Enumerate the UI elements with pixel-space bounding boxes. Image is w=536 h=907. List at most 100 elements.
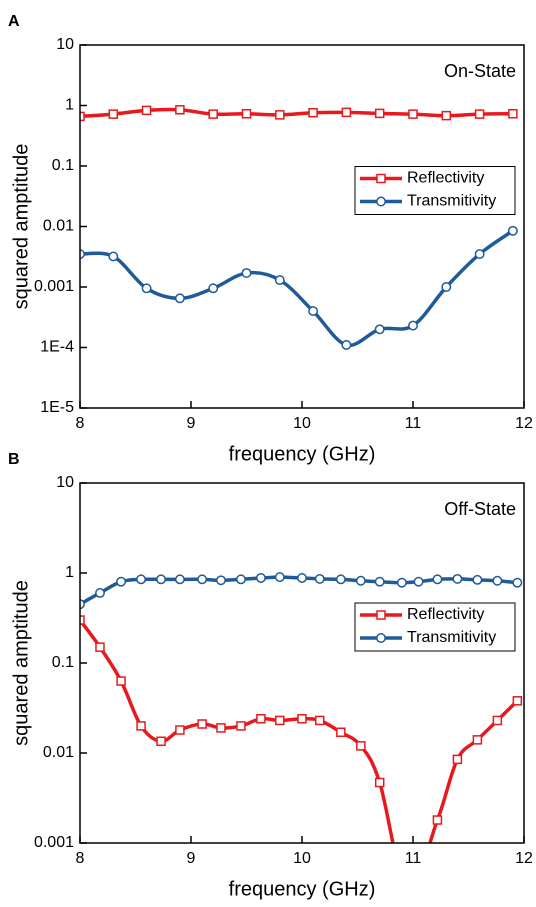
marker bbox=[95, 588, 105, 598]
marker bbox=[492, 575, 503, 586]
marker bbox=[136, 721, 146, 731]
chart-panel: B 0.001 0.01 0.1 1 10 8 9 10 11 12 frequency (GHz) s… bbox=[8, 451, 533, 900]
x-tick-label: 11 bbox=[405, 850, 422, 867]
marker bbox=[341, 107, 352, 118]
marker bbox=[275, 715, 285, 726]
marker bbox=[255, 573, 266, 583]
marker bbox=[236, 721, 246, 731]
marker bbox=[308, 107, 318, 118]
marker bbox=[441, 110, 452, 121]
marker bbox=[95, 642, 105, 652]
marker bbox=[474, 249, 485, 260]
plot-frame bbox=[79, 482, 525, 844]
marker bbox=[197, 719, 207, 729]
legend-label: Reflectivity bbox=[407, 170, 484, 187]
marker bbox=[156, 574, 166, 585]
y-tick-label: 1 bbox=[65, 564, 74, 581]
marker bbox=[452, 573, 463, 584]
plot-area bbox=[80, 105, 518, 350]
marker bbox=[408, 109, 418, 119]
y-tick-label: 0.001 bbox=[34, 834, 74, 851]
marker bbox=[341, 340, 352, 350]
marker bbox=[374, 108, 385, 119]
marker bbox=[297, 573, 307, 583]
marker bbox=[408, 320, 418, 331]
legend-marker bbox=[376, 196, 386, 207]
y-tick-label: 0.01 bbox=[43, 744, 74, 761]
marker bbox=[441, 282, 452, 292]
marker bbox=[136, 574, 147, 585]
marker bbox=[472, 574, 483, 585]
x-axis-label: frequency (GHz) bbox=[229, 443, 376, 465]
plot-frame bbox=[79, 44, 525, 409]
y-tick-label: 0.001 bbox=[34, 278, 74, 295]
marker bbox=[403, 886, 411, 894]
y-tick-label: 1E-4 bbox=[40, 339, 74, 356]
marker bbox=[141, 105, 152, 116]
x-tick-label: 10 bbox=[293, 850, 311, 867]
marker bbox=[275, 110, 285, 120]
annotation: Off-State bbox=[444, 499, 516, 519]
marker bbox=[508, 109, 518, 119]
x-axis-label: frequency (GHz) bbox=[229, 878, 376, 900]
marker bbox=[314, 573, 325, 584]
marker bbox=[432, 815, 443, 825]
marker bbox=[336, 727, 346, 738]
annotation: On-State bbox=[444, 61, 516, 81]
marker bbox=[374, 576, 385, 587]
legend-label: Transmitivity bbox=[407, 629, 496, 646]
marker bbox=[297, 714, 307, 724]
plot-area bbox=[80, 572, 523, 894]
marker bbox=[274, 572, 285, 583]
marker bbox=[175, 725, 185, 735]
marker bbox=[141, 283, 152, 294]
marker bbox=[236, 574, 246, 585]
marker bbox=[335, 574, 346, 585]
panel-label: B bbox=[8, 451, 20, 468]
y-tick-label: 1E-5 bbox=[40, 399, 74, 416]
marker bbox=[174, 293, 185, 304]
y-axis-label: squared amptitude bbox=[10, 144, 32, 310]
x-tick-label: 9 bbox=[187, 415, 196, 432]
x-tick-label: 12 bbox=[515, 850, 533, 867]
chart-panel: A 1E-5 1E-4 0.001 0.01 0.1 1 10 8 9 10 11 12 frequenc… bbox=[8, 13, 533, 465]
marker bbox=[116, 676, 126, 686]
y-axis-label: squared amptitude bbox=[10, 580, 32, 746]
marker bbox=[413, 576, 424, 587]
marker bbox=[208, 109, 218, 119]
y-tick-label: 1 bbox=[65, 97, 74, 114]
y-tick-label: 0.1 bbox=[52, 654, 74, 671]
x-tick-label: 8 bbox=[76, 415, 85, 432]
marker bbox=[241, 109, 252, 119]
marker bbox=[241, 268, 252, 279]
legend-label: Reflectivity bbox=[407, 606, 484, 623]
x-tick-label: 9 bbox=[187, 850, 196, 867]
panel-label: A bbox=[8, 13, 20, 30]
marker bbox=[355, 575, 366, 586]
legend-marker bbox=[376, 173, 386, 184]
legend-marker bbox=[376, 633, 386, 643]
marker bbox=[432, 574, 443, 585]
marker bbox=[315, 715, 325, 726]
y-tick-label: 10 bbox=[56, 36, 74, 53]
x-tick-label: 10 bbox=[293, 415, 311, 432]
marker bbox=[80, 615, 85, 625]
marker bbox=[452, 754, 463, 765]
marker bbox=[374, 324, 385, 335]
marker bbox=[208, 283, 219, 294]
x-tick-label: 11 bbox=[405, 415, 422, 432]
marker bbox=[216, 723, 226, 733]
marker bbox=[216, 575, 226, 586]
x-tick-label: 12 bbox=[515, 415, 533, 432]
marker bbox=[474, 109, 485, 119]
marker bbox=[492, 715, 503, 726]
marker bbox=[156, 736, 166, 747]
x-tick-label: 8 bbox=[76, 850, 85, 867]
marker bbox=[308, 306, 319, 317]
y-tick-label: 0.1 bbox=[52, 157, 74, 174]
marker bbox=[80, 111, 85, 122]
marker bbox=[256, 714, 266, 724]
marker bbox=[512, 577, 523, 588]
marker bbox=[507, 225, 518, 236]
